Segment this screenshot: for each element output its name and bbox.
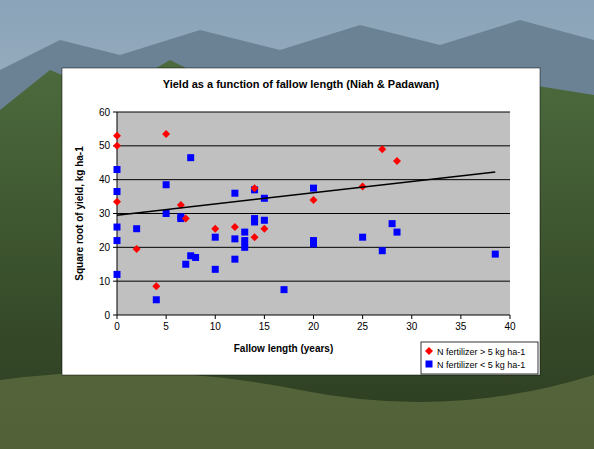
grid-line [117, 281, 510, 282]
data-point [231, 223, 239, 231]
data-point [379, 247, 386, 254]
y-tick [113, 281, 117, 282]
background-sky [0, 0, 594, 449]
data-point [310, 240, 317, 247]
grid-line [117, 145, 510, 146]
data-point [310, 185, 317, 192]
x-tick-label: 20 [308, 321, 320, 332]
data-point [211, 225, 219, 233]
data-point [182, 261, 189, 268]
data-point [241, 229, 248, 236]
x-tick [460, 315, 461, 319]
figure: Yield as a function of fallow length (Ni… [0, 0, 594, 449]
data-point [241, 244, 248, 251]
y-tick-label: 40 [99, 174, 111, 185]
x-axis-title: Fallow length (years) [234, 343, 333, 354]
data-point [231, 235, 238, 242]
plot-marks [113, 130, 499, 303]
chart-title: Yield as a function of fallow length (Ni… [163, 78, 440, 90]
data-point [212, 234, 219, 241]
data-point [378, 145, 386, 153]
x-tick-label: 25 [357, 321, 369, 332]
data-point [231, 256, 238, 263]
background-foreground [0, 372, 594, 449]
x-tick-label: 10 [210, 321, 222, 332]
chart-panel [62, 68, 540, 375]
legend-marker [425, 347, 433, 355]
data-point [281, 286, 288, 293]
data-point [241, 237, 248, 244]
x-tick-label: 15 [259, 321, 271, 332]
y-axis-title: Square root of yield, kg ha-1 [74, 146, 85, 281]
y-tick-label: 0 [104, 310, 110, 321]
x-tick [362, 315, 363, 319]
data-point [163, 181, 170, 188]
data-point [152, 282, 160, 290]
data-point [114, 188, 121, 195]
x-tick-label: 30 [406, 321, 418, 332]
x-tick [510, 315, 511, 319]
data-point [113, 132, 121, 140]
y-tick-label: 30 [99, 208, 111, 219]
data-point [251, 233, 259, 241]
data-point [359, 234, 366, 241]
data-point [113, 198, 121, 206]
x-tick [264, 315, 265, 319]
x-tick-label: 0 [114, 321, 120, 332]
data-point [393, 157, 401, 165]
data-point [153, 296, 160, 303]
data-point [163, 210, 170, 217]
data-point [231, 190, 238, 197]
grid-line [117, 213, 510, 214]
data-point [187, 154, 194, 161]
data-point [261, 217, 268, 224]
x-tick [166, 315, 167, 319]
legend-label: N fertilizer > 5 kg ha-1 [437, 347, 525, 357]
y-tick [113, 315, 117, 316]
y-tick-label: 50 [99, 140, 111, 151]
y-tick-label: 10 [99, 276, 111, 287]
data-point [394, 229, 401, 236]
y-tick-label: 20 [99, 242, 111, 253]
y-tick [113, 247, 117, 248]
x-tick-label: 5 [163, 321, 169, 332]
x-tick-label: 35 [455, 321, 467, 332]
y-tick [113, 179, 117, 180]
data-point [251, 218, 258, 225]
data-point [114, 271, 121, 278]
data-point [310, 196, 318, 204]
data-point [113, 142, 121, 150]
data-point [133, 225, 140, 232]
legend-label: N fertilizer < 5 kg ha-1 [437, 360, 525, 370]
data-point [182, 215, 190, 223]
data-point [260, 225, 268, 233]
data-point [162, 130, 170, 138]
data-point [133, 245, 141, 253]
data-point [389, 220, 396, 227]
plot-area [117, 112, 510, 315]
x-tick-label: 40 [504, 321, 516, 332]
y-tick-label: 60 [99, 107, 111, 118]
trend-line [117, 172, 495, 215]
x-tick [313, 315, 314, 319]
data-point [114, 237, 121, 244]
data-point [192, 254, 199, 261]
legend: N fertilizer > 5 kg ha-1 N fertilizer < 5… [421, 342, 538, 374]
x-axis [117, 315, 510, 316]
data-point [212, 266, 219, 273]
x-tick [411, 315, 412, 319]
x-tick [117, 315, 118, 319]
data-point [492, 251, 499, 258]
grid-line [117, 112, 510, 113]
data-point [114, 166, 121, 173]
x-tick [215, 315, 216, 319]
grid-line [117, 179, 510, 180]
y-tick [113, 112, 117, 113]
y-tick [113, 213, 117, 214]
data-point [114, 224, 121, 231]
legend-box [421, 342, 538, 374]
data-point [251, 184, 259, 192]
legend-marker [426, 361, 433, 368]
background-forest [0, 60, 594, 449]
